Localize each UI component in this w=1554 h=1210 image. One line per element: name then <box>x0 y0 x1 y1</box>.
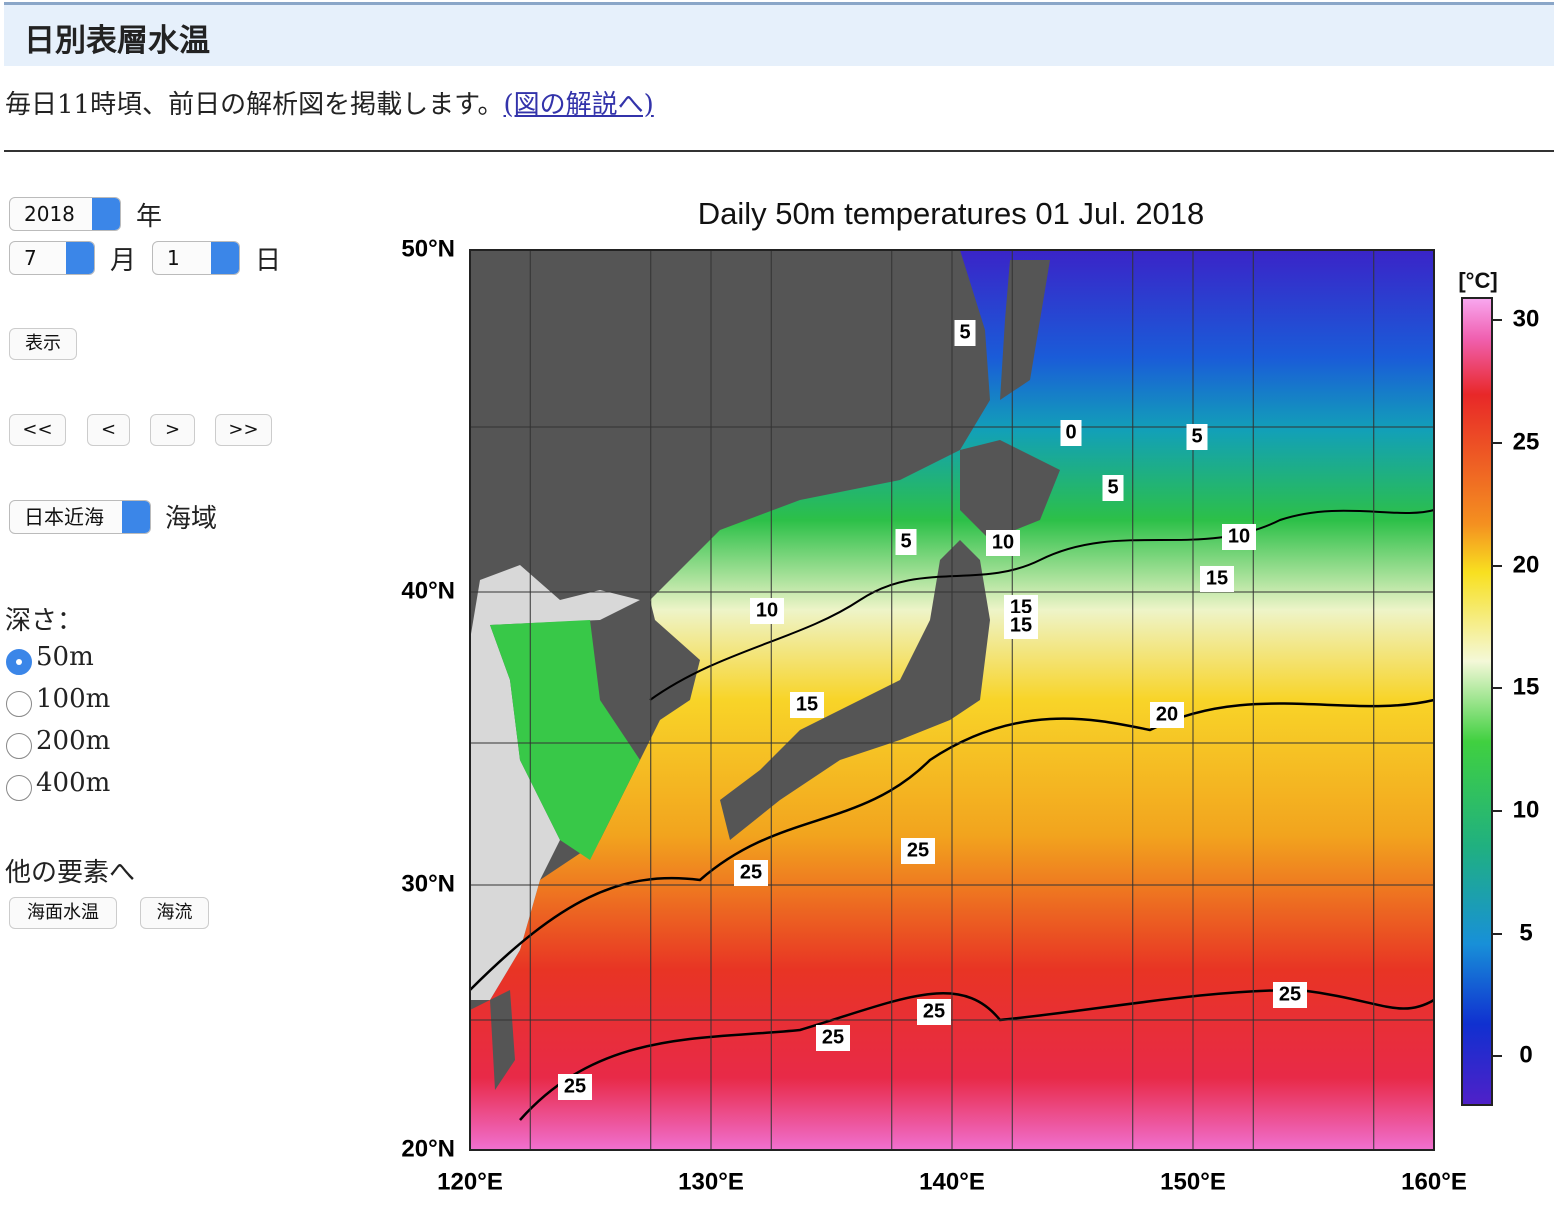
area-unit: 海域 <box>165 504 218 534</box>
day-select[interactable]: 1 <box>152 241 240 275</box>
contour-label: 10 <box>1228 525 1250 547</box>
colorbar-label: 15 <box>1513 673 1540 700</box>
contour-label-box <box>1102 475 1124 501</box>
nav-button[interactable]: > <box>150 414 195 446</box>
year-select[interactable]: 2018 <box>9 197 121 231</box>
contour-label: 15 <box>796 693 818 715</box>
contour-label-box <box>1273 982 1307 1008</box>
depth-option: 200m <box>36 726 111 756</box>
contour-line <box>519 988 1435 1121</box>
nav-button[interactable]: << <box>9 414 66 446</box>
contour-line <box>649 509 1435 701</box>
contour-label-box <box>1004 613 1038 639</box>
contour-label: 25 <box>907 839 929 861</box>
contour-label-box <box>816 1025 850 1051</box>
year-unit: 年 <box>136 202 163 232</box>
land <box>720 540 990 840</box>
lon-label: 140°E <box>919 1168 985 1195</box>
colorbar <box>1461 297 1493 1106</box>
contour-label: 25 <box>564 1075 586 1097</box>
contour-label-box <box>1060 420 1082 446</box>
land <box>960 440 1060 540</box>
figure-title: Daily 50m temperatures 01 Jul. 2018 <box>698 196 1205 231</box>
lon-label: 150°E <box>1160 1168 1226 1195</box>
other-button[interactable]: 海流 <box>140 897 209 929</box>
contour-label-box <box>986 530 1020 556</box>
day-unit: 日 <box>255 246 282 276</box>
other-label: 他の要素へ <box>5 858 136 888</box>
other-button[interactable]: 海面水温 <box>9 897 117 929</box>
depth-option: 50m <box>36 642 94 672</box>
contour-label-box <box>901 838 935 864</box>
help-link[interactable]: (図の解説へ) <box>503 90 654 120</box>
lon-label: 130°E <box>678 1168 744 1195</box>
contour-label: 15 <box>1206 567 1228 589</box>
contour-label-box <box>1222 524 1256 550</box>
intro-text: 毎日11時頃、前日の解析図を掲載します。 <box>5 90 504 120</box>
colorbar-unit: [°C] <box>1458 268 1497 293</box>
contour-label: 0 <box>1065 421 1076 443</box>
colorbar-label: 5 <box>1519 919 1532 946</box>
divider <box>4 150 1554 152</box>
contour-label-box <box>1150 702 1184 728</box>
contour-label: 10 <box>992 531 1014 553</box>
page-title: 日別表層水温 <box>24 23 210 59</box>
depth-radio[interactable] <box>6 691 32 717</box>
contour-label-box <box>917 999 951 1025</box>
lat-label: 20°N <box>401 1135 455 1162</box>
contour-line <box>469 698 1435 991</box>
contour-label-box <box>790 692 824 718</box>
colorbar-label: 10 <box>1513 796 1540 823</box>
lat-label: 30°N <box>401 870 455 897</box>
contour-label: 25 <box>923 1000 945 1022</box>
colorbar-label: 30 <box>1513 305 1540 332</box>
depth-radio[interactable] <box>6 733 32 759</box>
contour-label-box <box>558 1074 592 1100</box>
contour-label: 5 <box>1191 425 1202 447</box>
colorbar-label: 25 <box>1513 428 1540 455</box>
area-select[interactable]: 日本近海 <box>9 500 151 534</box>
map-frame <box>469 249 1435 1151</box>
header: 日別表層水温 <box>4 2 1554 66</box>
figure: Daily 50m temperatures 01 Jul. 2018 5 0 5 5… <box>401 196 1540 1195</box>
lat-label: 40°N <box>401 577 455 604</box>
contour-label: 10 <box>756 599 778 621</box>
contour-label: 20 <box>1156 703 1178 725</box>
depth-radio[interactable] <box>6 775 32 801</box>
contour-label-box <box>1186 424 1208 450</box>
depth-radio[interactable] <box>6 649 32 675</box>
contour-label: 15 <box>1010 596 1032 618</box>
lon-label: 160°E <box>1401 1168 1467 1195</box>
show-button[interactable]: 表示 <box>9 328 77 360</box>
depth-option: 400m <box>36 768 111 798</box>
depth-label: 深さ： <box>5 606 84 636</box>
contour-label: 25 <box>1279 983 1301 1005</box>
lon-label: 120°E <box>437 1168 503 1195</box>
depth-option: 100m <box>36 684 111 714</box>
intro: 毎日11時頃、前日の解析図を掲載します。(図の解説へ) <box>5 84 654 121</box>
contour-label-box <box>750 598 784 624</box>
contour-label-box <box>734 860 768 886</box>
colorbar-label: 0 <box>1519 1041 1532 1068</box>
yellow-sea <box>490 620 640 860</box>
land <box>490 990 515 1090</box>
coastal-gap <box>470 565 640 1000</box>
contour-label: 5 <box>1107 476 1118 498</box>
colorbar-label: 20 <box>1513 551 1540 578</box>
lat-label: 50°N <box>401 235 455 262</box>
contour-label: 25 <box>740 861 762 883</box>
contour-label: 15 <box>1010 614 1032 636</box>
contour-label: 25 <box>822 1026 844 1048</box>
contour-label-box <box>954 320 976 346</box>
nav-button[interactable]: >> <box>215 414 272 446</box>
contour-label: 5 <box>900 530 911 552</box>
nav-button[interactable]: < <box>87 414 130 446</box>
contour-label: 5 <box>959 321 970 343</box>
contour-label-box <box>895 529 917 555</box>
month-select[interactable]: 7 <box>9 241 95 275</box>
contour-label-box <box>1200 566 1234 592</box>
month-unit: 月 <box>110 246 137 276</box>
